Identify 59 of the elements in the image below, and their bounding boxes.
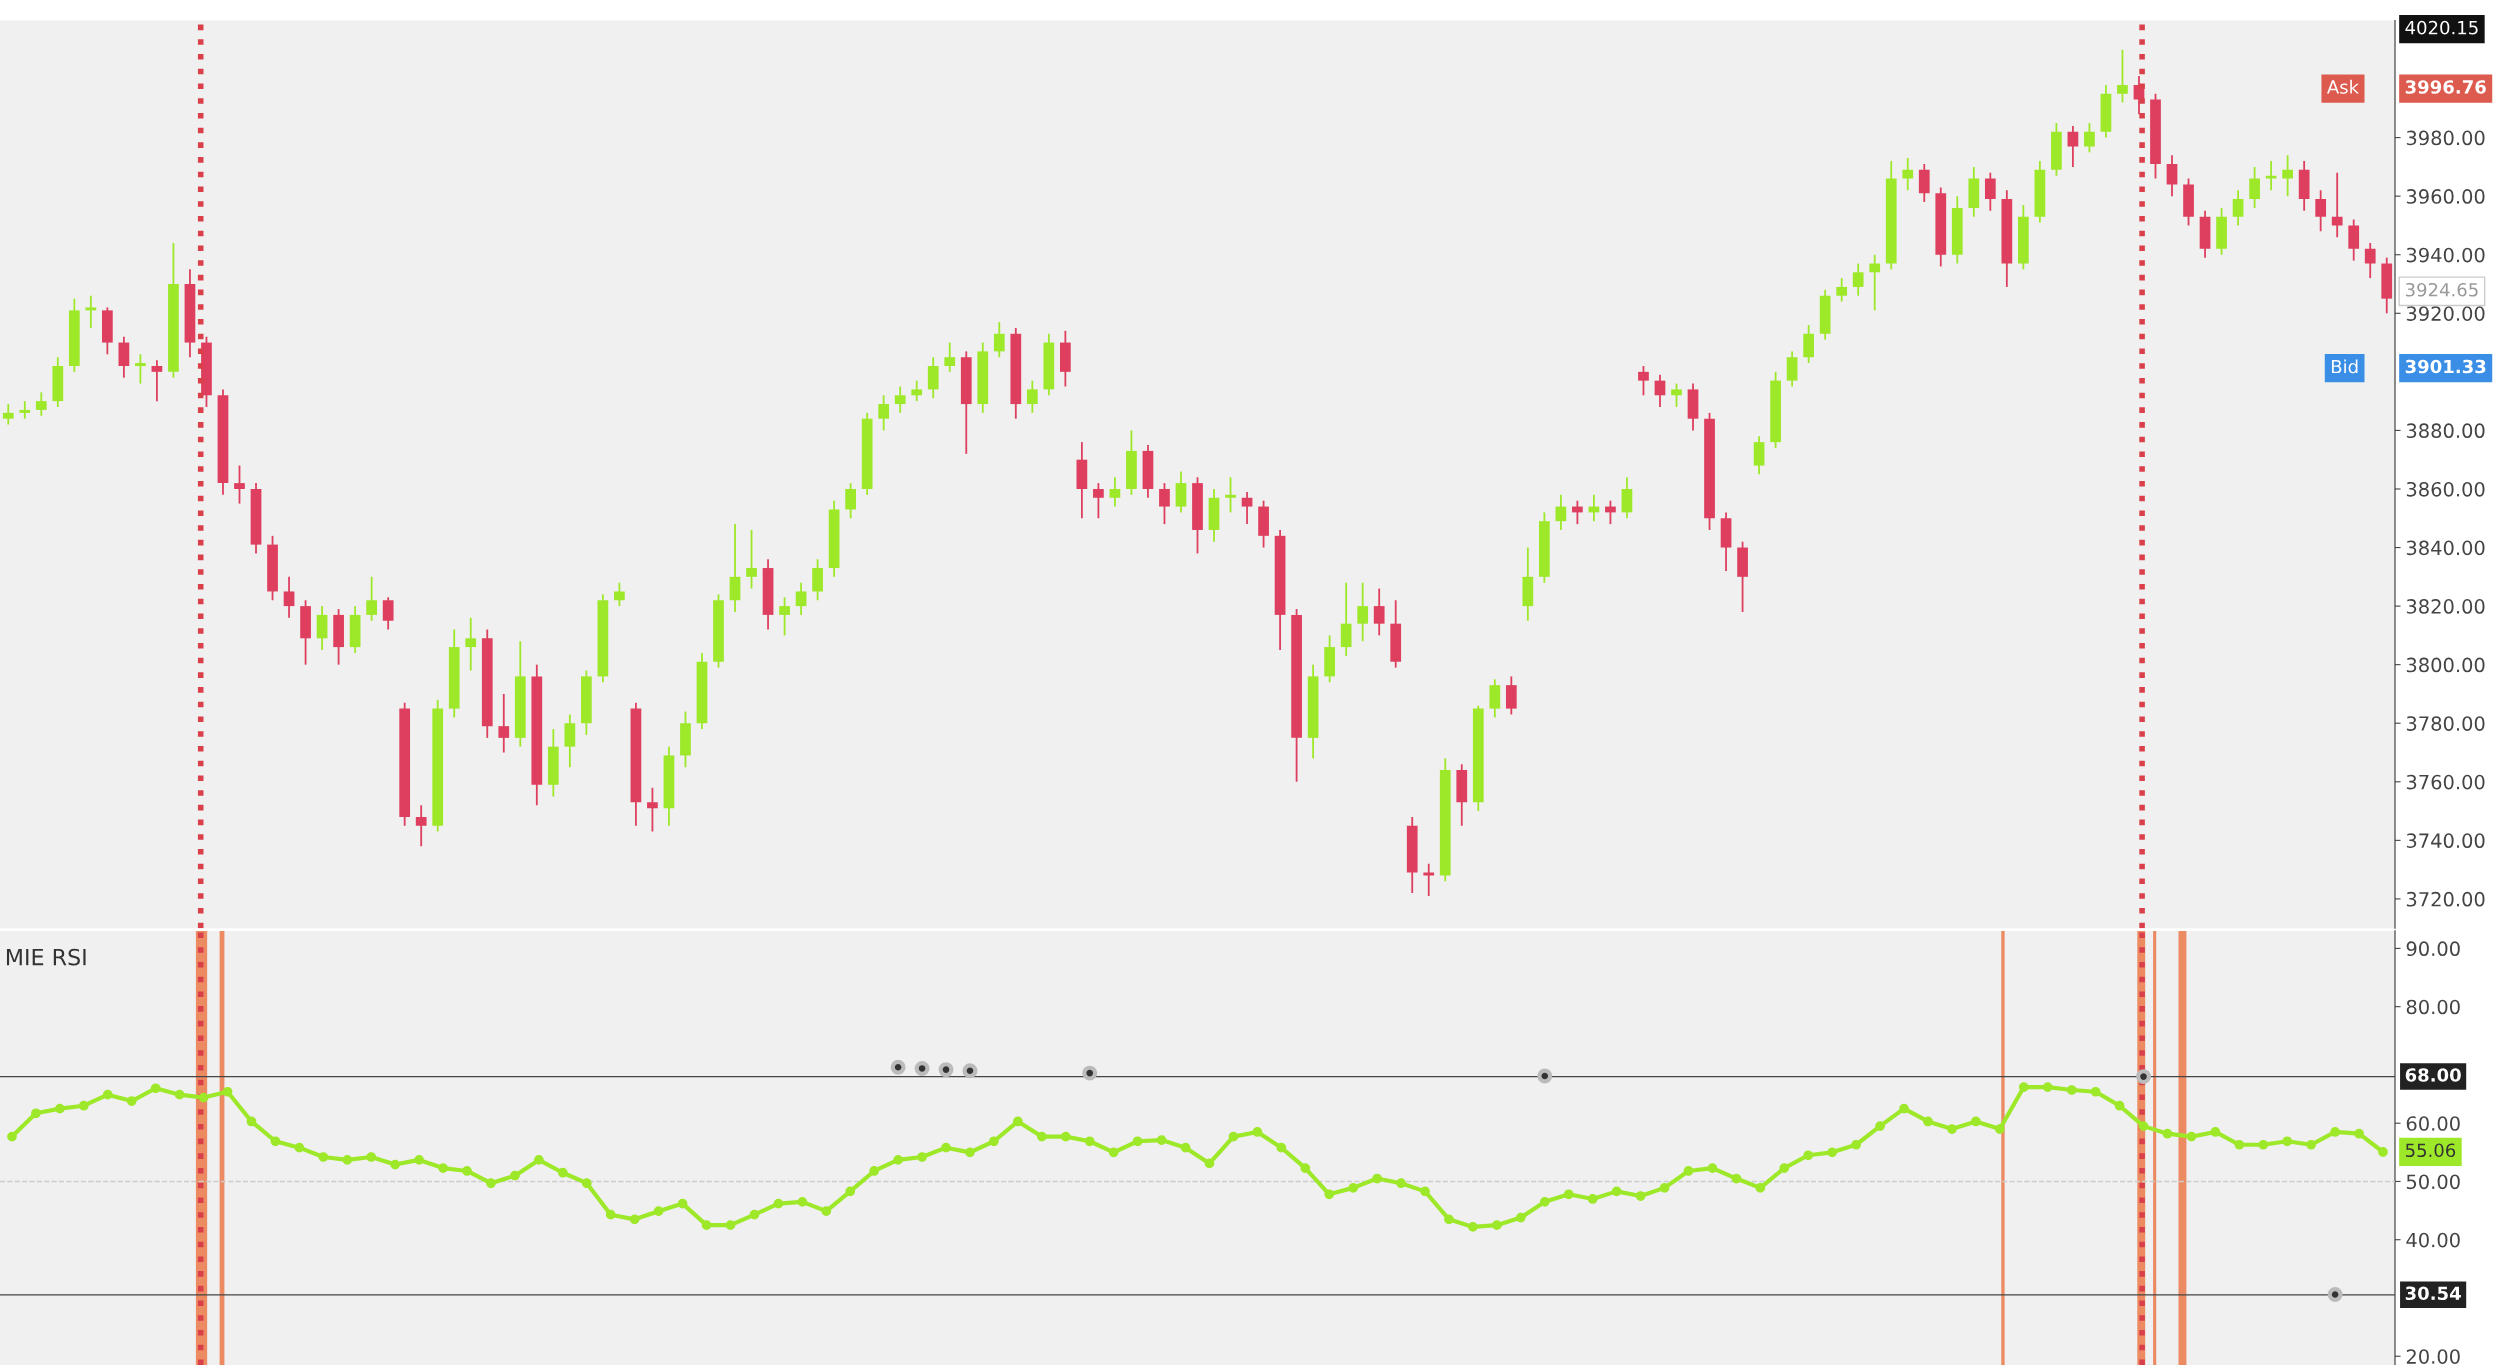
candlestick — [647, 786, 658, 833]
y-tick-label: 3740.00 — [2406, 833, 2485, 849]
ref-line-label: 68.00 — [2405, 1068, 2461, 1082]
y-tick-label: 3880.00 — [2406, 423, 2485, 439]
candlestick — [1671, 382, 1682, 408]
text: 3901.33 — [2405, 359, 2486, 374]
candlestick — [168, 242, 179, 379]
y-tick-label: 3820.00 — [2406, 599, 2485, 614]
y-tick-label: 3840.00 — [2406, 540, 2485, 556]
y-tick-label: 3920.00 — [2406, 306, 2485, 321]
candlestick — [2117, 48, 2128, 104]
candlestick — [746, 529, 757, 590]
y-tick-label: 50.00 — [2406, 1174, 2460, 1190]
point — [962, 1063, 978, 1079]
candlestick — [1126, 429, 1137, 496]
y-tick-label: 3780.00 — [2406, 716, 2485, 731]
point — [2136, 1069, 2151, 1085]
y-tick-label: 3720.00 — [2406, 891, 2485, 907]
candlestick — [779, 596, 790, 637]
text: MIE RSI — [6, 948, 86, 966]
candlestick — [680, 710, 691, 769]
candlestick — [1258, 499, 1269, 549]
y-tick-label: 3960.00 — [2406, 189, 2485, 204]
candlestick — [234, 464, 245, 505]
ref-line-label: 30.54 — [2405, 1286, 2461, 1301]
text: 3996.76 — [2405, 80, 2486, 94]
y-tick-label: 20.00 — [2406, 1349, 2460, 1364]
annotation: Ask — [2327, 79, 2360, 94]
candlestick — [2183, 177, 2194, 227]
candlestick — [1159, 482, 1170, 526]
point — [890, 1059, 906, 1075]
text: 55.06 — [2405, 1143, 2456, 1158]
candlestick — [1638, 365, 1649, 397]
y-tick-label: 90.00 — [2406, 941, 2460, 957]
annotation: Bid — [2331, 359, 2358, 374]
text: 3924.65 — [2405, 282, 2478, 297]
y-tick-label: 80.00 — [2406, 999, 2460, 1015]
candlestick — [713, 593, 724, 669]
candlestick — [1704, 411, 1715, 531]
point — [938, 1062, 954, 1078]
point — [1082, 1065, 1098, 1081]
candlestick — [1737, 540, 1748, 613]
y-tick-label: 60.00 — [2406, 1116, 2460, 1131]
point — [914, 1060, 930, 1076]
y-tick-label: 3980.00 — [2406, 130, 2485, 146]
point — [1537, 1068, 1553, 1084]
point — [2327, 1287, 2343, 1302]
y-tick-label: 40.00 — [2406, 1232, 2460, 1248]
candlestick — [1225, 476, 1236, 514]
candlestick — [1192, 476, 1203, 555]
y-tick-label: 3760.00 — [2406, 774, 2485, 790]
candlestick — [2150, 92, 2161, 180]
text: 4020.15 — [2405, 20, 2478, 35]
y-tick-label: 3860.00 — [2406, 481, 2485, 497]
y-tick-label: 3800.00 — [2406, 657, 2485, 673]
candlestick — [267, 534, 278, 602]
candlestick — [2216, 206, 2227, 256]
candlestick — [300, 599, 311, 666]
y-tick-label: 3940.00 — [2406, 247, 2485, 263]
